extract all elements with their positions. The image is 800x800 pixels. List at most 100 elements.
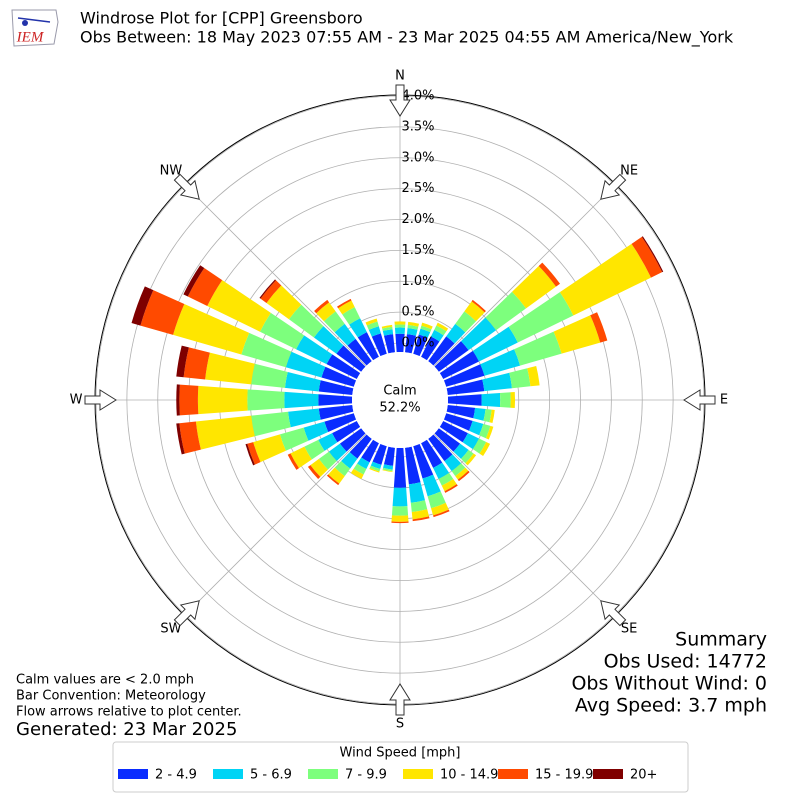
bar-segment [253, 434, 286, 463]
flow-arrow-shape [600, 600, 627, 627]
bar-segment [412, 516, 430, 522]
legend-swatch [308, 769, 338, 779]
flow-arrow-shape [600, 173, 627, 200]
bar-segment [337, 298, 352, 309]
bar-segment [369, 467, 380, 473]
bar-segment [418, 328, 431, 338]
bar-segment [205, 352, 255, 385]
bar-segment [553, 315, 601, 354]
flow-arrow-shape [84, 389, 117, 411]
bar-segment [433, 462, 450, 479]
bar-segment [183, 347, 210, 380]
bar-segment [471, 299, 486, 313]
note: Calm values are < 2.0 mph [16, 673, 194, 688]
bar-segment [590, 312, 608, 343]
bar-segment [434, 325, 447, 336]
bar-segment [371, 333, 387, 357]
bar-segment [383, 334, 395, 354]
bar-segment [179, 384, 199, 416]
bar-segment [453, 443, 469, 459]
bar-segment [365, 318, 378, 326]
bar-segment [313, 326, 344, 354]
bar-segment [347, 338, 372, 366]
bar-segment [451, 463, 466, 477]
flow-arrow-shape [173, 173, 200, 200]
r-tick-label: 3.0% [401, 150, 434, 165]
bar-segment [444, 454, 462, 472]
bar-segment [353, 463, 367, 475]
bar-segment [410, 500, 428, 512]
bar-segment [391, 515, 409, 522]
calm-value: 52.2% [379, 401, 420, 416]
bar-segment [259, 312, 305, 350]
bar-segment [179, 421, 201, 454]
bar-segment [455, 467, 469, 480]
bar-segment [421, 322, 433, 330]
bar-segment [328, 443, 347, 462]
legend-label: 2 - 4.9 [155, 768, 197, 783]
summary-line: Obs Used: 14772 [604, 651, 767, 673]
bar-segment [321, 366, 357, 387]
summary-line: Avg Speed: 3.7 mph [575, 695, 767, 717]
compass-label: N [395, 69, 405, 84]
bar-segment [413, 334, 428, 357]
legend-label: 20+ [630, 768, 657, 783]
bar-segment [251, 411, 291, 437]
bar-segment [324, 413, 357, 432]
flow-arrow [389, 84, 411, 117]
bar-segment [447, 394, 482, 406]
bar-segment [465, 453, 477, 466]
bar-segment [183, 265, 205, 297]
flow-arrow [600, 600, 627, 627]
bar-segment [370, 461, 382, 470]
bar-segment [446, 379, 485, 395]
bar-segment [287, 453, 299, 470]
bar-segment [407, 324, 419, 330]
bar-segment [323, 311, 345, 333]
flow-arrow-shape [173, 600, 200, 627]
bar-segment [510, 391, 516, 409]
bar-segment [430, 329, 444, 342]
bar-segment [405, 446, 421, 485]
bar-segment [349, 434, 372, 459]
bar-segment [303, 421, 329, 441]
bar-segment [480, 349, 521, 376]
bar-segment [245, 443, 255, 466]
bar-segment [508, 292, 574, 343]
bar-segment [366, 321, 379, 330]
chart-subtitle: Obs Between: 18 May 2023 07:55 AM - 23 M… [80, 28, 734, 48]
flow-arrow [173, 600, 200, 627]
bar-segment [334, 323, 356, 346]
bar-segment [318, 394, 353, 406]
bar-segment [383, 446, 395, 466]
bar-segment [631, 236, 663, 278]
bar-segment [187, 267, 223, 306]
bar-segment [318, 405, 354, 420]
bar-segment [559, 243, 652, 316]
bar-segment [357, 457, 370, 469]
legend-label: 15 - 19.9 [535, 768, 593, 783]
bar-segment [538, 262, 561, 287]
bar-segment [421, 439, 443, 468]
bar-segment [481, 393, 501, 407]
bar-segment [279, 427, 309, 451]
bar-segment [460, 317, 497, 351]
r-tick-label: 2.0% [401, 212, 434, 227]
bar-segment [338, 300, 355, 315]
bar-segment [197, 385, 248, 415]
bar-segment [433, 509, 450, 518]
grid-circle [157, 157, 643, 643]
bar-segment [382, 467, 393, 472]
bar-segment [485, 291, 527, 331]
bar-segment [316, 302, 336, 322]
bar-segment [176, 384, 180, 416]
radial-grid-line [184, 399, 401, 616]
bar-segment [641, 236, 664, 273]
r-tick-label: 0.5% [401, 305, 434, 320]
bar-segment [241, 332, 292, 368]
bar-segment [434, 428, 461, 452]
bar-segment [307, 465, 321, 480]
calm-label: Calm [383, 384, 416, 399]
chart-title: Windrose Plot for [CPP] Greensboro [80, 9, 363, 28]
bar-segment [431, 502, 449, 516]
